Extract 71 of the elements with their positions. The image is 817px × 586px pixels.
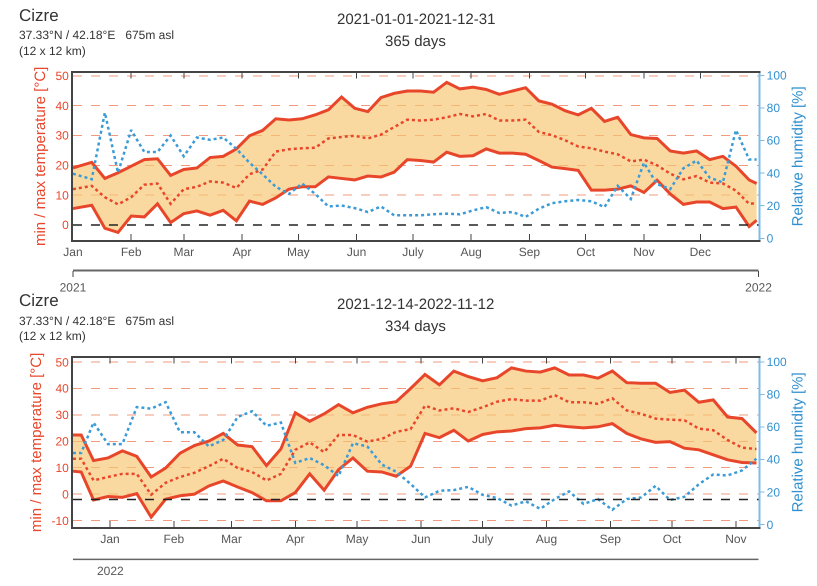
line-series (72, 422, 758, 519)
x-tick-label: July (402, 245, 424, 260)
y-tick-label: 0 (62, 218, 70, 232)
y2-tick-label: 20 (766, 198, 780, 213)
text: Cizre (19, 6, 59, 25)
x-tick-label: Jan (100, 532, 120, 546)
text: Cizre (19, 291, 59, 310)
text: 2022 (97, 564, 124, 578)
x-tick-label: July (472, 532, 494, 546)
y2-tick-label: 60 (766, 134, 780, 148)
y-tick-label: 40 (55, 382, 70, 396)
y-tick-label: 50 (55, 355, 70, 370)
x2-tick-label: 2021 (60, 280, 87, 295)
y-tick-label: 50 (55, 68, 70, 83)
x-tick-label: Oct (576, 245, 596, 260)
y2-tick-label: 100 (766, 68, 788, 82)
x-tick-label: Aug (536, 532, 558, 546)
x-tick-label: May (346, 532, 368, 546)
y-axis-title: min / max temperature [°C] (28, 352, 46, 532)
line-series (72, 147, 758, 234)
x-tick-label: Sep (600, 532, 622, 546)
chart-title: 2021-01-01-2021-12-31 (337, 11, 496, 28)
y2-tick-label: 40 (766, 166, 780, 180)
x-tick-label: Aug (460, 245, 482, 260)
chart-subtitle: 334 days (385, 318, 446, 335)
x-tick-label: May (287, 245, 310, 260)
x-tick-label: Jun (346, 245, 366, 260)
y2-axis-title: Relative humidity [%] (790, 372, 807, 512)
y2-tick-label: 60 (766, 420, 780, 434)
text: (12 x 12 km) (19, 44, 86, 58)
x-tick-label: Feb (163, 532, 184, 546)
x-tick-label: Sep (518, 245, 540, 260)
x-tick-label: Feb (120, 245, 142, 260)
y2-axis-title: Relative humidity [%] (790, 86, 807, 226)
x-tick-label: Oct (662, 532, 682, 546)
line-series (72, 80, 758, 186)
y-tick-label: -10 (51, 514, 70, 528)
x-tick-label: Nov (725, 532, 747, 546)
y-tick-label: 10 (55, 188, 70, 202)
line-series (72, 400, 758, 512)
x-tick-label: Mar (221, 532, 242, 546)
y2-tick-label: 80 (766, 101, 780, 116)
x-tick-label: Apr (232, 245, 252, 260)
line-series (72, 394, 758, 496)
chart-subtitle: 365 days (385, 33, 446, 50)
x-tick-label: Jun (411, 532, 431, 546)
x-tick-label: Nov (633, 245, 655, 260)
y-axis-title: min / max temperature [°C] (32, 66, 50, 246)
y-tick-label: 30 (55, 128, 70, 143)
x-tick-label: Apr (286, 532, 305, 546)
y-tick-label: 20 (55, 158, 70, 173)
y-tick-label: 30 (55, 408, 70, 422)
text: 37.33°N / 42.18°E 675m asl (19, 314, 174, 328)
text: 37.33°N / 42.18°E 675m asl (19, 28, 174, 42)
x-tick-label: Jan (63, 245, 83, 260)
y2-tick-label: 0 (766, 518, 774, 532)
chart-title: 2021-12-14-2022-11-12 (337, 296, 494, 313)
y-tick-label: 40 (55, 98, 70, 113)
x-tick-label: Mar (173, 245, 194, 260)
y2-tick-label: 80 (766, 388, 780, 402)
y-tick-label: 0 (62, 487, 70, 502)
text: (12 x 12 km) (19, 329, 86, 343)
y2-tick-label: 40 (766, 452, 780, 467)
y2-tick-label: 20 (766, 485, 780, 500)
y2-tick-label: 100 (766, 354, 788, 369)
x2-tick-label: 2022 (745, 280, 772, 295)
line-series (72, 366, 758, 478)
y-tick-label: 20 (55, 434, 70, 449)
x-tick-label: Dec (690, 245, 711, 260)
y-tick-label: 10 (55, 460, 70, 475)
y2-tick-label: 0 (766, 231, 774, 246)
